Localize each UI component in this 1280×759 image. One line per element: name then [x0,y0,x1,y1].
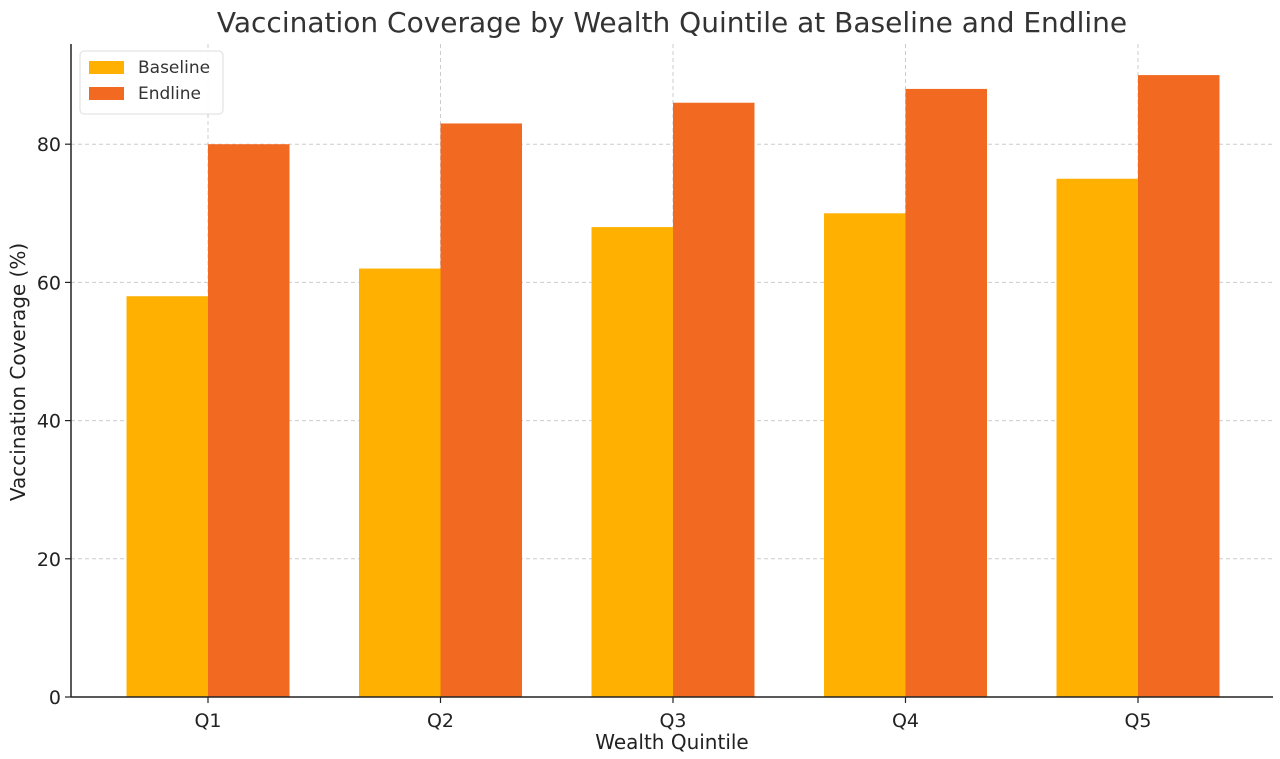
bar-baseline-Q5 [1056,178,1138,697]
y-tick-label-20: 20 [37,549,61,571]
legend-label-endline: Endline [138,84,201,104]
legend-swatch-baseline [89,61,124,74]
x-tick-label-Q5: Q5 [1124,710,1151,732]
y-tick-label-0: 0 [49,687,61,709]
bar-endline-Q5 [1138,75,1220,698]
axes [70,44,1273,698]
bar-endline-Q1 [208,144,290,697]
bars [126,75,1220,698]
bar-baseline-Q3 [591,227,673,698]
bar-endline-Q4 [905,88,987,697]
y-tick-label-60: 60 [37,272,61,294]
bar-endline-Q3 [673,102,755,697]
x-axis-label: Wealth Quintile [595,730,749,754]
x-axis-ticks: Q1 Q2 Q3 Q4 Q5 [194,697,1152,732]
x-tick-label-Q1: Q1 [194,710,221,732]
legend-label-baseline: Baseline [138,58,210,78]
legend: Baseline Endline [79,50,224,115]
chart-title: Vaccination Coverage by Wealth Quintile … [217,6,1127,39]
y-axis-label: Vaccination Coverage (%) [6,243,30,501]
y-tick-label-80: 80 [37,134,61,156]
x-tick-label-Q4: Q4 [892,710,919,732]
bar-baseline-Q2 [359,268,441,697]
legend-swatch-endline [89,87,124,100]
bar-baseline-Q4 [824,213,906,697]
bar-endline-Q2 [440,123,522,698]
x-tick-label-Q2: Q2 [427,710,454,732]
y-tick-label-40: 40 [37,411,61,433]
x-tick-label-Q3: Q3 [659,710,686,732]
y-axis-ticks: 0 20 40 60 80 [37,134,71,709]
bar-baseline-Q1 [126,296,208,697]
